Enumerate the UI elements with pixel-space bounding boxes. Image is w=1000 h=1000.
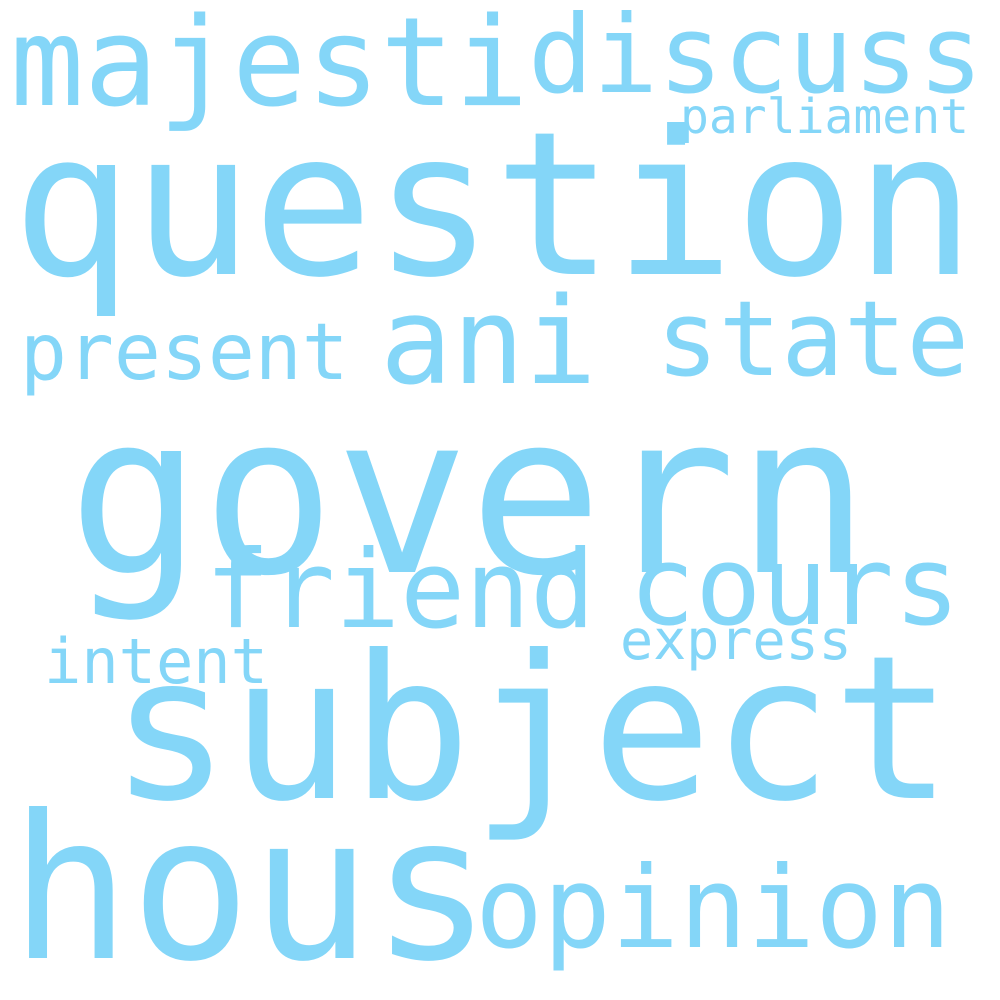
word-friend: friend xyxy=(205,528,596,653)
word-parliament: parliament xyxy=(680,89,969,145)
word-present: present xyxy=(20,308,349,398)
word-question: question xyxy=(12,89,976,322)
word-cours: cours xyxy=(629,522,961,650)
word-discuss: discuss xyxy=(528,0,984,118)
word-subject: subject xyxy=(110,613,953,846)
word-state: state xyxy=(656,278,970,400)
word-intent: intent xyxy=(44,625,268,698)
word-ani: ani xyxy=(380,273,597,412)
word-opinion: opinion xyxy=(475,842,952,974)
word-express: express xyxy=(620,608,852,672)
word-hous: hous xyxy=(10,773,492,1000)
word-majesti: majesti xyxy=(10,0,529,135)
word-govern: govern xyxy=(68,367,870,625)
